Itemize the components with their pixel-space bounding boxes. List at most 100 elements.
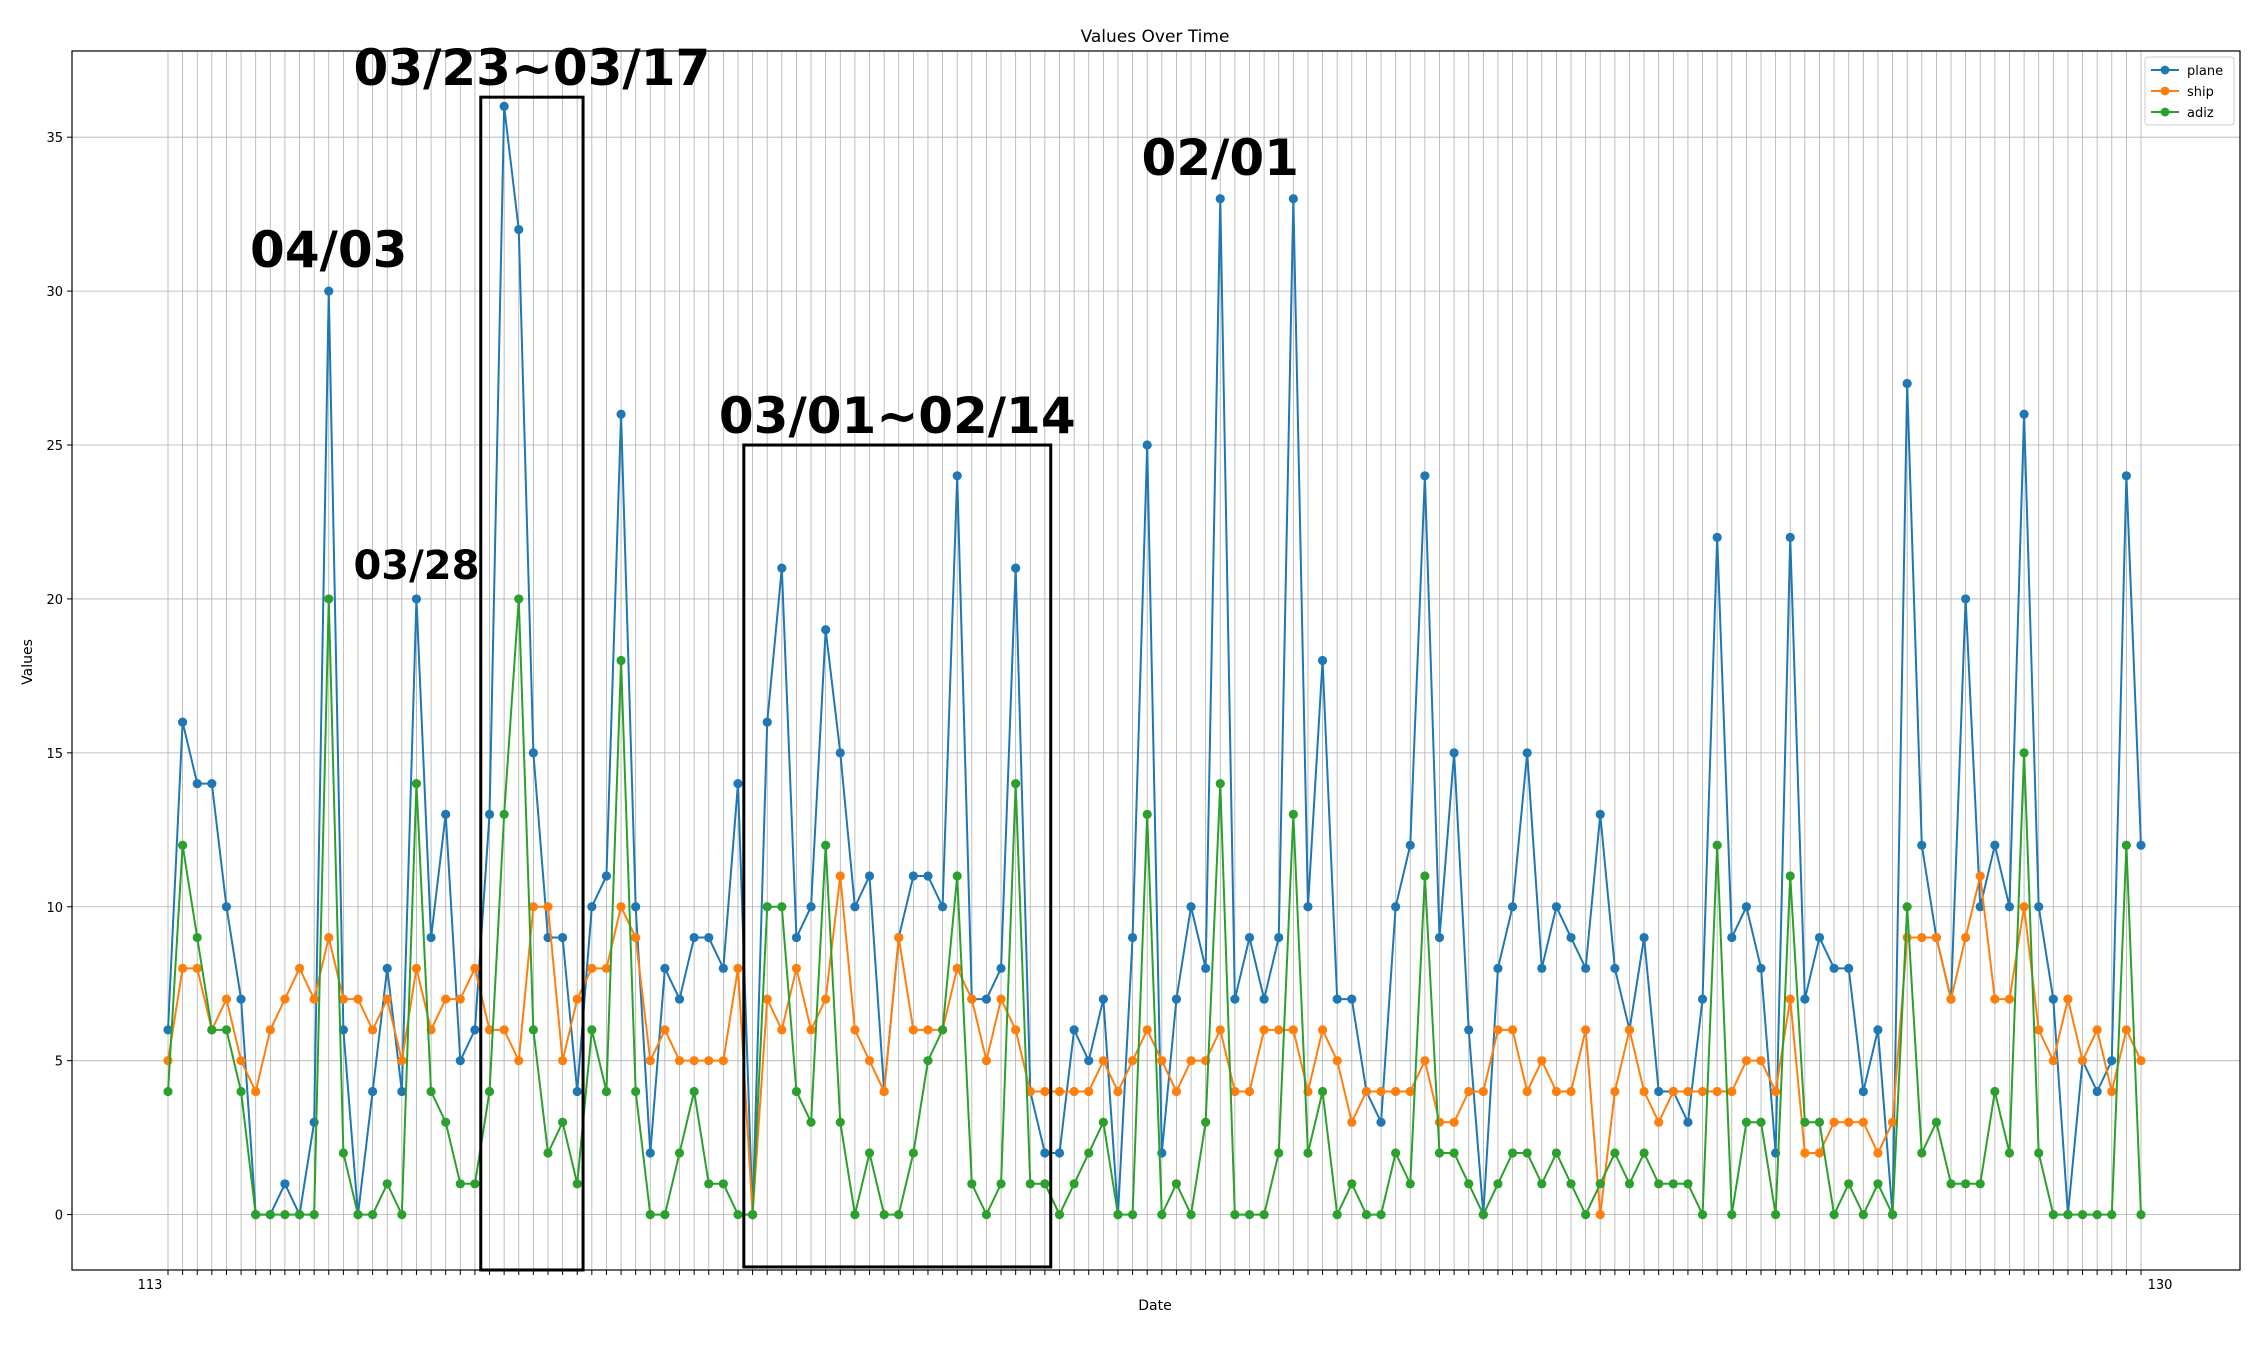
data-point-ship (1946, 994, 1956, 1004)
x-axis (167, 1270, 2142, 1275)
data-point-ship (2004, 994, 2015, 1004)
data-point-plane (1917, 840, 1927, 850)
data-point-ship (294, 963, 305, 973)
data-point-ship (674, 1056, 685, 1066)
data-point-adiz (1566, 1179, 1576, 1189)
data-point-adiz (353, 1209, 363, 1220)
data-point-ship (221, 994, 232, 1004)
data-point-adiz (1610, 1148, 1620, 1158)
data-point-adiz (1084, 1148, 1094, 1158)
legend-marker-ship (2160, 86, 2170, 96)
data-point-ship (382, 994, 392, 1004)
data-point-ship (236, 1056, 246, 1066)
data-point-plane (163, 1025, 173, 1035)
y-tick-label: 10 (46, 901, 63, 916)
data-point-plane (1844, 963, 1854, 973)
data-point-adiz (207, 1025, 217, 1035)
data-point-plane (791, 932, 802, 943)
data-point-plane (981, 994, 992, 1004)
data-point-ship (2107, 1086, 2117, 1097)
plot-frame (71, 50, 2241, 1271)
data-point-ship (1317, 1025, 1328, 1035)
data-point-plane (411, 594, 422, 604)
data-point-plane (689, 932, 699, 943)
data-point-plane (1829, 963, 1839, 973)
series-ship (163, 871, 2146, 1220)
data-point-adiz (777, 902, 787, 912)
data-point-ship (952, 963, 962, 973)
data-point-plane (1712, 532, 1722, 542)
data-point-ship (1098, 1056, 1108, 1066)
data-point-plane (1040, 1148, 1050, 1158)
legend-box (2144, 56, 2235, 126)
y-tick-label: 30 (46, 285, 63, 300)
data-point-adiz (178, 840, 188, 850)
data-point-plane (733, 779, 743, 789)
data-point-adiz (1771, 1209, 1781, 1220)
data-point-adiz (762, 902, 772, 912)
data-point-plane (2121, 471, 2131, 481)
data-point-plane (1303, 902, 1313, 912)
data-point-plane (1581, 963, 1591, 973)
data-point-ship (587, 963, 597, 973)
data-point-adiz (747, 1209, 758, 1220)
data-point-ship (1127, 1056, 1138, 1066)
data-point-adiz (251, 1209, 261, 1220)
data-point-plane (1654, 1086, 1664, 1097)
data-point-plane (470, 1025, 480, 1035)
data-point-ship (1288, 1025, 1298, 1035)
data-point-ship (1040, 1086, 1050, 1097)
data-point-plane (2048, 994, 2058, 1004)
data-point-adiz (1975, 1179, 1985, 1189)
data-point-ship (2034, 1025, 2044, 1035)
data-point-ship (265, 1025, 275, 1035)
annotation-box (742, 443, 1053, 1269)
data-point-plane (1332, 994, 1342, 1004)
data-point-plane (1566, 932, 1576, 943)
data-point-ship (1054, 1086, 1065, 1097)
data-point-ship (163, 1056, 173, 1066)
data-point-adiz (368, 1209, 378, 1220)
data-point-ship (1449, 1117, 1459, 1127)
data-point-ship (1639, 1086, 1649, 1097)
data-point-ship (1610, 1086, 1620, 1097)
data-point-adiz (806, 1117, 816, 1127)
data-point-plane (2034, 902, 2044, 912)
data-point-adiz (601, 1086, 612, 1097)
data-point-ship (368, 1025, 378, 1035)
data-point-plane (397, 1086, 407, 1097)
legend-label-ship: ship (2187, 85, 2214, 100)
data-point-adiz (1639, 1148, 1649, 1158)
data-point-adiz (587, 1025, 597, 1035)
data-point-ship (1507, 1025, 1518, 1035)
annotation-label: 03/01~02/14 (719, 387, 1076, 445)
data-point-ship (572, 994, 582, 1004)
data-point-plane (382, 963, 392, 973)
data-point-plane (2019, 409, 2029, 419)
data-point-plane (1522, 748, 1532, 758)
data-point-plane (1142, 440, 1152, 450)
data-point-plane (484, 809, 495, 820)
data-point-adiz (689, 1086, 699, 1097)
data-point-plane (806, 902, 816, 912)
data-point-adiz (894, 1209, 904, 1220)
data-point-ship (718, 1056, 728, 1066)
x-axis-label: Date (1138, 1298, 1171, 1314)
data-point-plane (2136, 840, 2146, 850)
data-point-ship (1654, 1117, 1664, 1127)
data-point-ship (908, 1025, 918, 1035)
data-point-ship (864, 1056, 875, 1066)
data-point-plane (280, 1179, 290, 1189)
data-point-adiz (338, 1148, 348, 1158)
data-point-adiz (1683, 1179, 1693, 1189)
data-point-adiz (1201, 1117, 1211, 1127)
data-point-adiz (645, 1209, 655, 1220)
data-point-plane (864, 871, 875, 881)
data-point-adiz (1931, 1117, 1941, 1127)
data-point-plane (1171, 994, 1182, 1004)
annotation-box (479, 95, 585, 1272)
data-point-adiz (1464, 1179, 1474, 1189)
data-point-plane (1785, 532, 1795, 542)
data-point-plane (192, 779, 202, 789)
data-point-adiz (2136, 1209, 2146, 1220)
